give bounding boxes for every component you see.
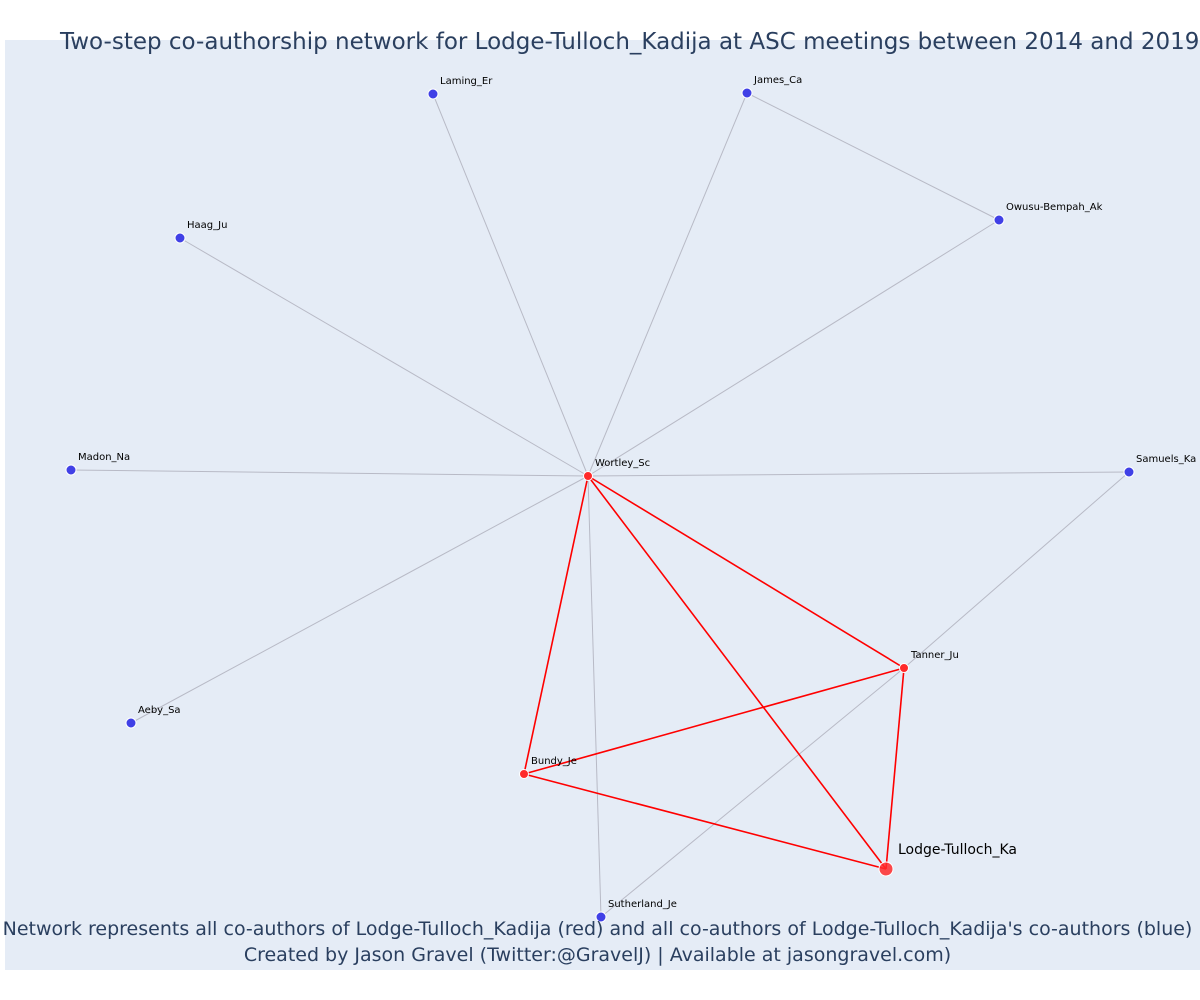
node-Bundy_Je[interactable] [519,769,529,779]
edge-Wortley_Sc-Laming_Er [432,93,589,477]
edge-Wortley_Sc-Lodge-Tulloch_Ka [587,475,887,870]
node-label-James_Ca: James_Ca [753,75,802,86]
node-Madon_Na[interactable] [65,464,77,476]
node-label-Owusu-Bempah_Ak: Owusu-Bempah_Ak [1006,202,1103,213]
edge-Wortley_Sc-Tanner_Ju [587,475,905,669]
node-label-Madon_Na: Madon_Na [78,452,130,463]
node-label-Tanner_Ju: Tanner_Ju [910,650,959,661]
edge-Wortley_Sc-Aeby_Sa [130,475,589,724]
node-label-Sutherland_Je: Sutherland_Je [608,899,677,910]
node-Owusu-Bempah_Ak[interactable] [993,214,1005,226]
edge-James_Ca-Owusu-Bempah_Ak [746,92,1000,221]
node-Samuels_Ka[interactable] [1123,466,1135,478]
caption-line-1: Network represents all co-authors of Lod… [2,918,1193,940]
node-label-Wortley_Sc: Wortley_Sc [595,458,650,469]
edge-Wortley_Sc-Madon_Na [70,469,589,477]
node-label-Aeby_Sa: Aeby_Sa [138,705,181,716]
edge-Wortley_Sc-James_Ca [587,92,748,477]
edge-Tanner_Ju-Lodge-Tulloch_Ka [885,667,905,870]
node-Sutherland_Je[interactable] [595,911,607,923]
nodes-layer [65,87,1135,923]
edge-Tanner_Ju-Samuels_Ka [903,471,1130,669]
edge-Bundy_Je-Tanner_Ju [523,667,905,775]
edge-Wortley_Sc-Owusu-Bempah_Ak [587,219,1000,477]
edge-Wortley_Sc-Samuels_Ka [587,471,1130,477]
edges-layer [70,92,1130,918]
caption-line-2: Created by Jason Gravel (Twitter:@Gravel… [243,944,952,966]
edge-Wortley_Sc-Haag_Ju [179,237,589,477]
node-label-Bundy_Je: Bundy_Je [531,756,577,767]
node-Lodge-Tulloch_Ka[interactable] [878,861,894,877]
node-Laming_Er[interactable] [427,88,439,100]
labels-layer: Laming_Er James_Ca Owusu-Bempah_Ak Haag_Ju M… [78,75,1196,910]
node-label-Haag_Ju: Haag_Ju [187,220,227,231]
node-label-Samuels_Ka: Samuels_Ka [1136,454,1196,465]
edge-Wortley_Sc-Bundy_Je [523,475,589,775]
edge-Wortley_Sc-Sutherland_Je [587,475,602,918]
node-Wortley_Sc[interactable] [583,471,593,481]
edge-Bundy_Je-Lodge-Tulloch_Ka [523,773,887,870]
node-Haag_Ju[interactable] [174,232,186,244]
node-label-Lodge-Tulloch_Ka: Lodge-Tulloch_Ka [898,842,1017,858]
node-Aeby_Sa[interactable] [125,717,137,729]
edge-Tanner_Ju-Sutherland_Je [600,667,905,918]
node-James_Ca[interactable] [741,87,753,99]
chart-title: Two-step co-authorship network for Lodge… [60,29,1200,55]
node-label-Laming_Er: Laming_Er [440,76,493,87]
plot-area [5,40,1200,970]
node-Tanner_Ju[interactable] [899,663,909,673]
